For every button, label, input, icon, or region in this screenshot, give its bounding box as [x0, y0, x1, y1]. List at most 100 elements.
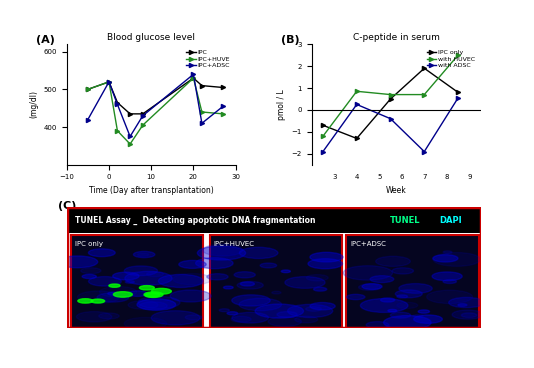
Circle shape	[347, 294, 365, 300]
Title: C-peptide in serum: C-peptide in serum	[352, 33, 439, 42]
Circle shape	[383, 316, 431, 329]
Circle shape	[392, 268, 413, 274]
Circle shape	[124, 266, 158, 276]
Legend: IPC, IPC+HUVE, IPC+ADSC: IPC, IPC+HUVE, IPC+ADSC	[184, 47, 232, 71]
Title: Blood glucose level: Blood glucose level	[107, 33, 195, 42]
Circle shape	[285, 277, 325, 288]
Circle shape	[308, 259, 342, 269]
X-axis label: Week: Week	[386, 186, 406, 195]
Circle shape	[146, 272, 163, 277]
Circle shape	[198, 246, 246, 260]
Circle shape	[138, 296, 180, 309]
Circle shape	[134, 251, 155, 258]
Circle shape	[109, 284, 120, 287]
Circle shape	[138, 253, 149, 256]
Circle shape	[128, 291, 147, 296]
Circle shape	[255, 304, 303, 318]
Circle shape	[458, 304, 467, 306]
Circle shape	[397, 295, 407, 298]
Circle shape	[227, 312, 238, 315]
Circle shape	[305, 307, 321, 311]
Circle shape	[185, 315, 202, 320]
Circle shape	[443, 251, 452, 254]
Circle shape	[375, 256, 410, 266]
X-axis label: Time (Day after transplantation): Time (Day after transplantation)	[89, 186, 214, 195]
Circle shape	[313, 287, 327, 291]
Text: IPC+ADSC: IPC+ADSC	[350, 241, 386, 247]
Circle shape	[370, 276, 394, 283]
Circle shape	[124, 317, 167, 330]
Circle shape	[125, 281, 134, 283]
Circle shape	[359, 284, 381, 290]
Circle shape	[232, 312, 269, 323]
Circle shape	[260, 263, 277, 268]
Text: (B): (B)	[281, 35, 300, 45]
Circle shape	[232, 295, 270, 306]
Circle shape	[366, 322, 389, 328]
Text: IPC only: IPC only	[75, 241, 103, 247]
Circle shape	[395, 290, 422, 298]
Circle shape	[223, 286, 233, 289]
Circle shape	[151, 289, 171, 294]
Circle shape	[381, 298, 395, 302]
FancyBboxPatch shape	[71, 235, 203, 328]
Circle shape	[360, 298, 408, 312]
Circle shape	[77, 291, 120, 303]
Circle shape	[57, 256, 98, 268]
Circle shape	[449, 297, 484, 308]
Y-axis label: (mg/dl): (mg/dl)	[29, 91, 38, 118]
Circle shape	[113, 292, 132, 297]
Circle shape	[231, 316, 252, 322]
Circle shape	[173, 273, 211, 285]
Circle shape	[277, 312, 297, 318]
Circle shape	[99, 313, 119, 319]
Circle shape	[97, 293, 129, 302]
Circle shape	[452, 310, 483, 319]
Circle shape	[139, 302, 167, 310]
Circle shape	[76, 312, 112, 322]
Circle shape	[179, 261, 206, 268]
Circle shape	[268, 317, 302, 326]
Circle shape	[108, 292, 119, 295]
Text: TUNEL Assay _  Detecting apoptotic DNA fragmentation: TUNEL Assay _ Detecting apoptotic DNA fr…	[75, 216, 316, 225]
Circle shape	[239, 247, 278, 258]
Circle shape	[307, 275, 328, 281]
Circle shape	[144, 292, 163, 297]
Circle shape	[427, 290, 473, 304]
Circle shape	[207, 274, 228, 280]
Circle shape	[89, 249, 115, 256]
Circle shape	[219, 309, 230, 312]
Circle shape	[125, 271, 172, 285]
Circle shape	[433, 252, 480, 266]
Circle shape	[237, 282, 263, 289]
Circle shape	[128, 301, 158, 309]
Text: DAPI: DAPI	[439, 216, 462, 225]
FancyBboxPatch shape	[209, 235, 342, 328]
Circle shape	[240, 282, 254, 286]
Text: (C): (C)	[59, 201, 77, 211]
Circle shape	[89, 277, 121, 286]
Circle shape	[195, 258, 233, 269]
Circle shape	[413, 315, 423, 318]
FancyBboxPatch shape	[67, 207, 481, 233]
Circle shape	[81, 268, 101, 274]
Circle shape	[145, 293, 160, 297]
Circle shape	[202, 244, 243, 256]
Circle shape	[151, 311, 200, 325]
Circle shape	[432, 272, 462, 281]
Text: TUNEL: TUNEL	[390, 216, 420, 225]
Circle shape	[433, 255, 458, 262]
Circle shape	[113, 272, 139, 280]
Circle shape	[343, 266, 392, 280]
Circle shape	[310, 302, 335, 310]
FancyBboxPatch shape	[346, 235, 478, 328]
Y-axis label: pmol / L: pmol / L	[277, 89, 286, 120]
Circle shape	[159, 275, 203, 287]
Circle shape	[414, 315, 442, 323]
Circle shape	[82, 275, 96, 279]
Circle shape	[399, 284, 432, 293]
Circle shape	[91, 299, 105, 303]
Circle shape	[100, 287, 137, 297]
Circle shape	[295, 316, 318, 323]
Circle shape	[461, 313, 477, 318]
